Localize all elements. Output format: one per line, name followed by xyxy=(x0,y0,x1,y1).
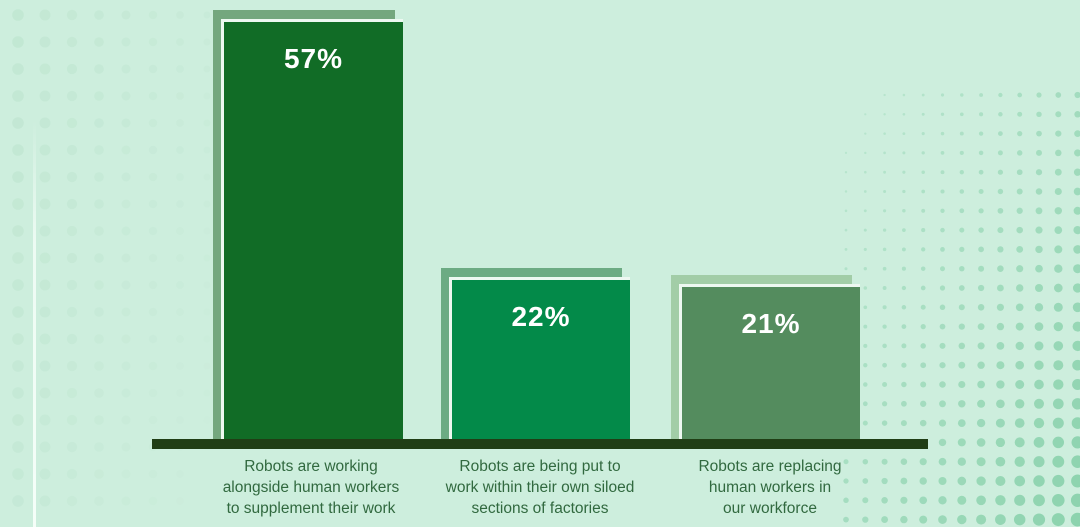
bar-value-label: 21% xyxy=(741,308,801,339)
bar-fill: 22% xyxy=(449,277,630,439)
x-axis-baseline xyxy=(152,439,928,449)
category-label-siloed: Robots are being put to work within thei… xyxy=(445,458,635,517)
category-label-replacing: Robots are replacing human workers in ou… xyxy=(698,458,842,517)
bar-robots-supplement: 57% xyxy=(213,10,403,439)
bar-robots-siloed: 22% xyxy=(441,268,630,439)
bar-fill: 21% xyxy=(679,284,860,439)
bar-value-label: 22% xyxy=(511,301,571,332)
category-label-supplement: Robots are working alongside human worke… xyxy=(222,458,400,517)
fold-highlight-line xyxy=(33,120,36,527)
bar-value-label: 57% xyxy=(283,43,344,74)
bar-robots-replacing: 21% xyxy=(671,275,860,439)
bar-fill: 57% xyxy=(221,19,403,439)
